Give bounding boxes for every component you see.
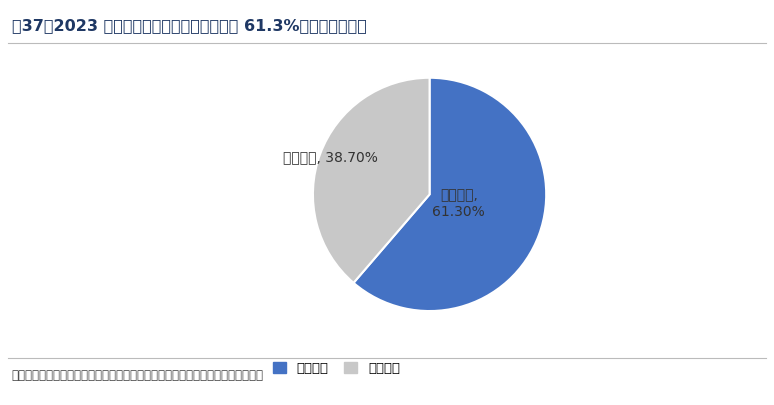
Text: 数据来源：中国电子技术标准化研究院《液冷数据中心白皮书》、开源证券研究所: 数据来源：中国电子技术标准化研究院《液冷数据中心白皮书》、开源证券研究所: [12, 369, 264, 382]
Text: 曙光数创,
61.30%: 曙光数创, 61.30%: [433, 189, 485, 219]
Legend: 曙光数创, 其他企业: 曙光数创, 其他企业: [267, 357, 406, 380]
Text: 图37：2023 年度液冷基础设施市场份额高达 61.3%，位列行业第一: 图37：2023 年度液冷基础设施市场份额高达 61.3%，位列行业第一: [12, 18, 366, 33]
Text: 其他企业, 38.70%: 其他企业, 38.70%: [283, 150, 378, 164]
Wedge shape: [354, 78, 546, 311]
Wedge shape: [313, 78, 430, 283]
